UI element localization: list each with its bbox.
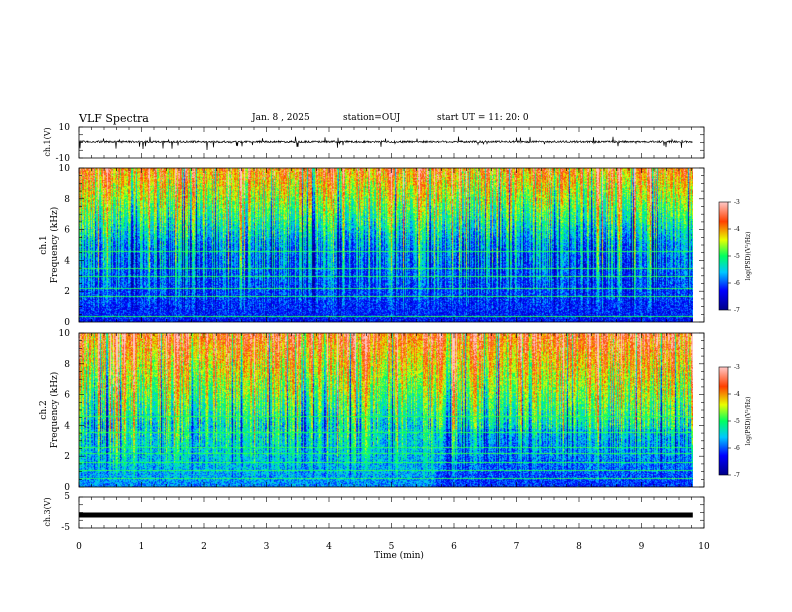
spectrogram-image — [79, 333, 693, 487]
ch3-ylabel: ch.3(V) — [43, 497, 52, 526]
colorbar-tick-label: -4 — [734, 391, 740, 398]
colorbar-tick-label: -3 — [734, 364, 740, 371]
ch2-spec-ylabel-line1: ch.2 — [39, 400, 49, 419]
freq-tick-label: 8 — [64, 195, 70, 205]
x-tick-label: 10 — [698, 542, 710, 552]
colorbar-tick-label: -5 — [734, 253, 740, 260]
ch1-ytick-top: 10 — [59, 123, 71, 133]
freq-tick-label: 4 — [64, 421, 70, 431]
ch1-waveform-panel: 10 -10 ch.1(V) — [43, 123, 705, 164]
x-tick-label: 9 — [639, 542, 645, 552]
chart-title: VLF Spectra — [79, 112, 149, 125]
x-tick-label: 2 — [201, 542, 207, 552]
colorbar-tick-label: -7 — [734, 472, 740, 479]
ch1-waveform-line — [79, 136, 693, 151]
ch1-colorbar: -7 -6 -5 -4 -3 log(PSD)(V²/Hz) — [718, 199, 752, 314]
ch1-ylabel: ch.1(V) — [43, 127, 52, 156]
station-label: station=OUJ — [343, 113, 401, 123]
x-tick-label: 1 — [139, 542, 145, 552]
freq-tick-label: 0 — [64, 483, 70, 493]
freq-tick-label: 8 — [64, 360, 70, 370]
ch3-waveform-line — [79, 512, 693, 518]
x-tick-label: 4 — [326, 542, 332, 552]
freq-tick-label: 6 — [64, 226, 70, 236]
ch3-waveform-panel: 5 -5 ch.3(V) — [43, 492, 705, 533]
ch1-spec-ylabel-line1: ch.1 — [39, 235, 49, 254]
ch1-spec-ylabel-line2: Frequency (kHz) — [49, 207, 60, 284]
ch2-spectrogram-panel: 0 2 4 6 8 10 ch.2 Frequency (kHz) — [39, 329, 705, 493]
date-label: Jan. 8 , 2025 — [252, 113, 310, 123]
colorbar-tick-label: -4 — [734, 226, 740, 233]
colorbar-tick-label: -5 — [734, 418, 740, 425]
x-tick-label: 6 — [451, 542, 457, 552]
ch1-spectrogram-panel: 0 2 4 6 8 10 ch.1 Frequency (kHz) — [39, 164, 705, 328]
ch3-ytick-top: 5 — [64, 492, 70, 502]
start-time-label: start UT = 11: 20: 0 — [437, 113, 529, 123]
ch2-colorbar-label: log(PSD)(V²/Hz) — [745, 397, 752, 446]
x-axis-label: Time (min) — [374, 550, 424, 561]
colorbar-tick-label: -3 — [734, 199, 740, 206]
x-tick-label: 7 — [514, 542, 520, 552]
spectrogram-image — [79, 168, 693, 322]
ch3-ytick-bottom: -5 — [61, 523, 70, 533]
ch2-colorbar: -7 -6 -5 -4 -3 log(PSD)(V²/Hz) — [718, 364, 752, 479]
colorbar-tick-label: -7 — [734, 307, 740, 314]
freq-tick-label: 2 — [64, 287, 70, 297]
x-tick-label: 0 — [76, 542, 82, 552]
colorbar-tick-label: -6 — [734, 445, 740, 452]
freq-tick-label: 0 — [64, 318, 70, 328]
ch2-spectrogram-cells — [79, 333, 693, 487]
freq-tick-label: 4 — [64, 256, 70, 266]
x-tick-label: 5 — [389, 542, 395, 552]
ch1-colorbar-label: log(PSD)(V²/Hz) — [745, 232, 752, 281]
ch2-spec-ylabel-line2: Frequency (kHz) — [49, 372, 60, 449]
freq-tick-label: 10 — [59, 329, 71, 339]
colorbar-tick-label: -6 — [734, 280, 740, 287]
x-tick-label: 8 — [576, 542, 582, 552]
freq-tick-label: 10 — [59, 164, 71, 174]
ch1-spectrogram-cells — [79, 168, 693, 322]
freq-tick-label: 6 — [64, 391, 70, 401]
ch1-ytick-bottom: -10 — [56, 154, 71, 164]
freq-tick-label: 2 — [64, 452, 70, 462]
x-tick-labels: 0 1 2 3 4 5 6 7 8 9 10 — [76, 542, 710, 552]
x-tick-label: 3 — [264, 542, 270, 552]
